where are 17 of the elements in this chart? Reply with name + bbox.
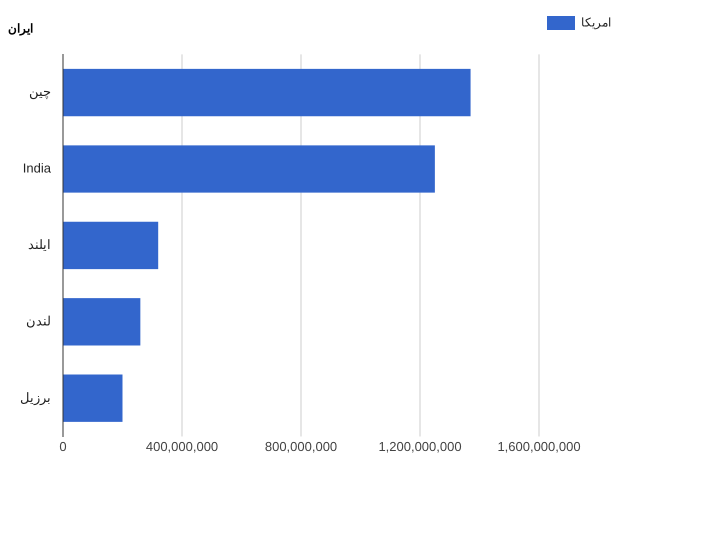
- y-tick-label: India: [22, 160, 52, 176]
- y-tick-label: برزیل: [20, 390, 51, 406]
- chart-title: ایران: [8, 22, 33, 37]
- bar: [64, 222, 158, 270]
- bar: [64, 374, 122, 422]
- x-tick-label: 400,000,000: [146, 438, 218, 454]
- x-tick-label: 1,600,000,000: [497, 438, 581, 454]
- x-tick-label: 0: [59, 438, 67, 454]
- y-tick-label: ایلند: [28, 236, 51, 252]
- y-tick-label: چین: [29, 84, 51, 100]
- legend-label: امریکا: [581, 15, 611, 30]
- y-tick-label: لندن: [26, 313, 51, 328]
- bar: [64, 68, 471, 116]
- x-tick-label: 800,000,000: [264, 438, 338, 454]
- bar: [64, 145, 435, 193]
- bar: [64, 298, 140, 346]
- x-tick-label: 1,200,000,000: [378, 438, 462, 454]
